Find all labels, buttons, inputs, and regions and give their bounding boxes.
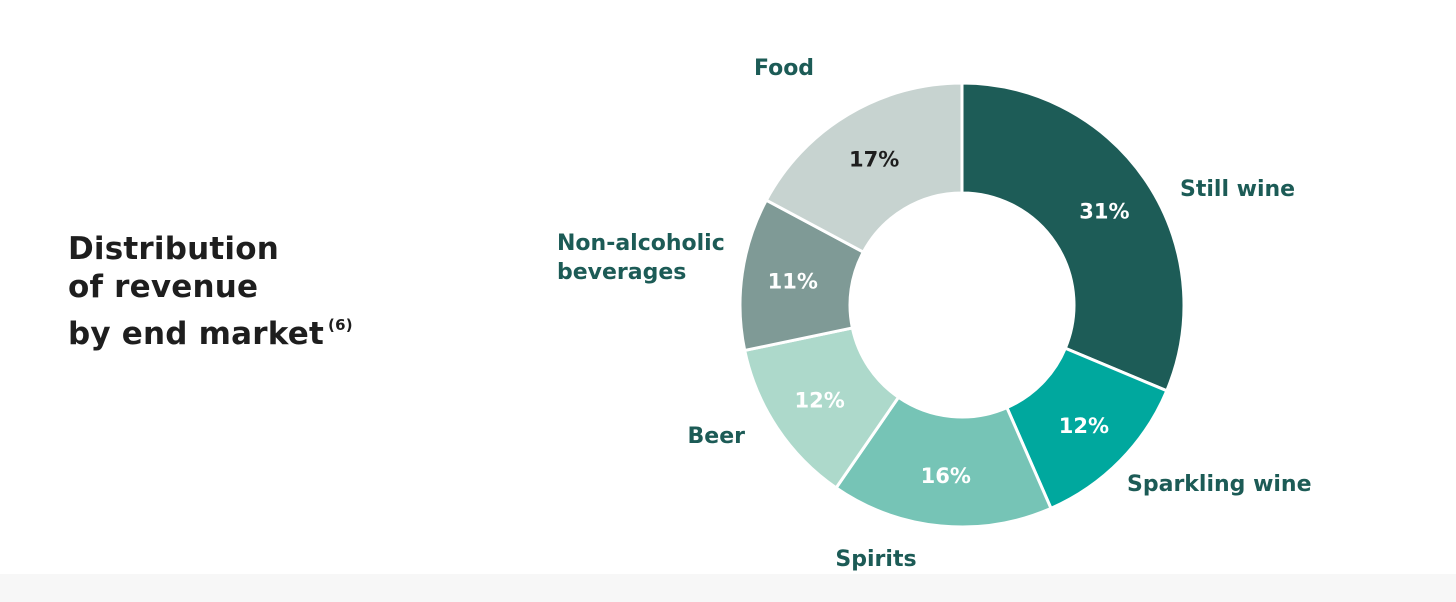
title-footnote: (6): [328, 316, 353, 334]
title-line-3-text: by end market: [68, 316, 325, 352]
bottom-band: [0, 574, 1456, 602]
title-line-3: by end market (6): [68, 306, 353, 353]
percent-label-non-alcoholic-beverages: 11%: [768, 270, 818, 294]
category-label-still-wine: Still wine: [1180, 177, 1295, 202]
percent-label-still-wine: 31%: [1079, 199, 1129, 223]
percent-label-sparkling-wine: 12%: [1059, 414, 1109, 438]
slice-food: [764, 81, 964, 254]
slice-still-wine: [960, 81, 1186, 393]
chart-title: Distribution of revenue by end market (6): [68, 230, 353, 353]
category-label-sparkling-wine: Sparkling wine: [1127, 472, 1312, 497]
percent-label-beer: 12%: [794, 389, 844, 413]
category-label-beer: Beer: [688, 424, 746, 449]
percent-labels: 31% 12% 16% 12% 11% 17%: [768, 147, 1130, 488]
slice-spirits: [834, 395, 1053, 529]
percent-label-spirits: 16%: [921, 464, 971, 488]
donut-slices: [738, 81, 1186, 529]
title-line-2: of revenue: [68, 269, 259, 305]
category-label-food: Food: [754, 56, 814, 81]
category-labels: Still wine Sparkling wine Spirits Beer Non-a…: [557, 56, 1312, 572]
percent-label-food: 17%: [849, 147, 899, 171]
category-label-spirits: Spirits: [835, 547, 916, 572]
category-label-non-alcoholic-beverages: Non-alcoholic beverages: [557, 231, 725, 285]
title-line-1: Distribution: [68, 231, 280, 267]
